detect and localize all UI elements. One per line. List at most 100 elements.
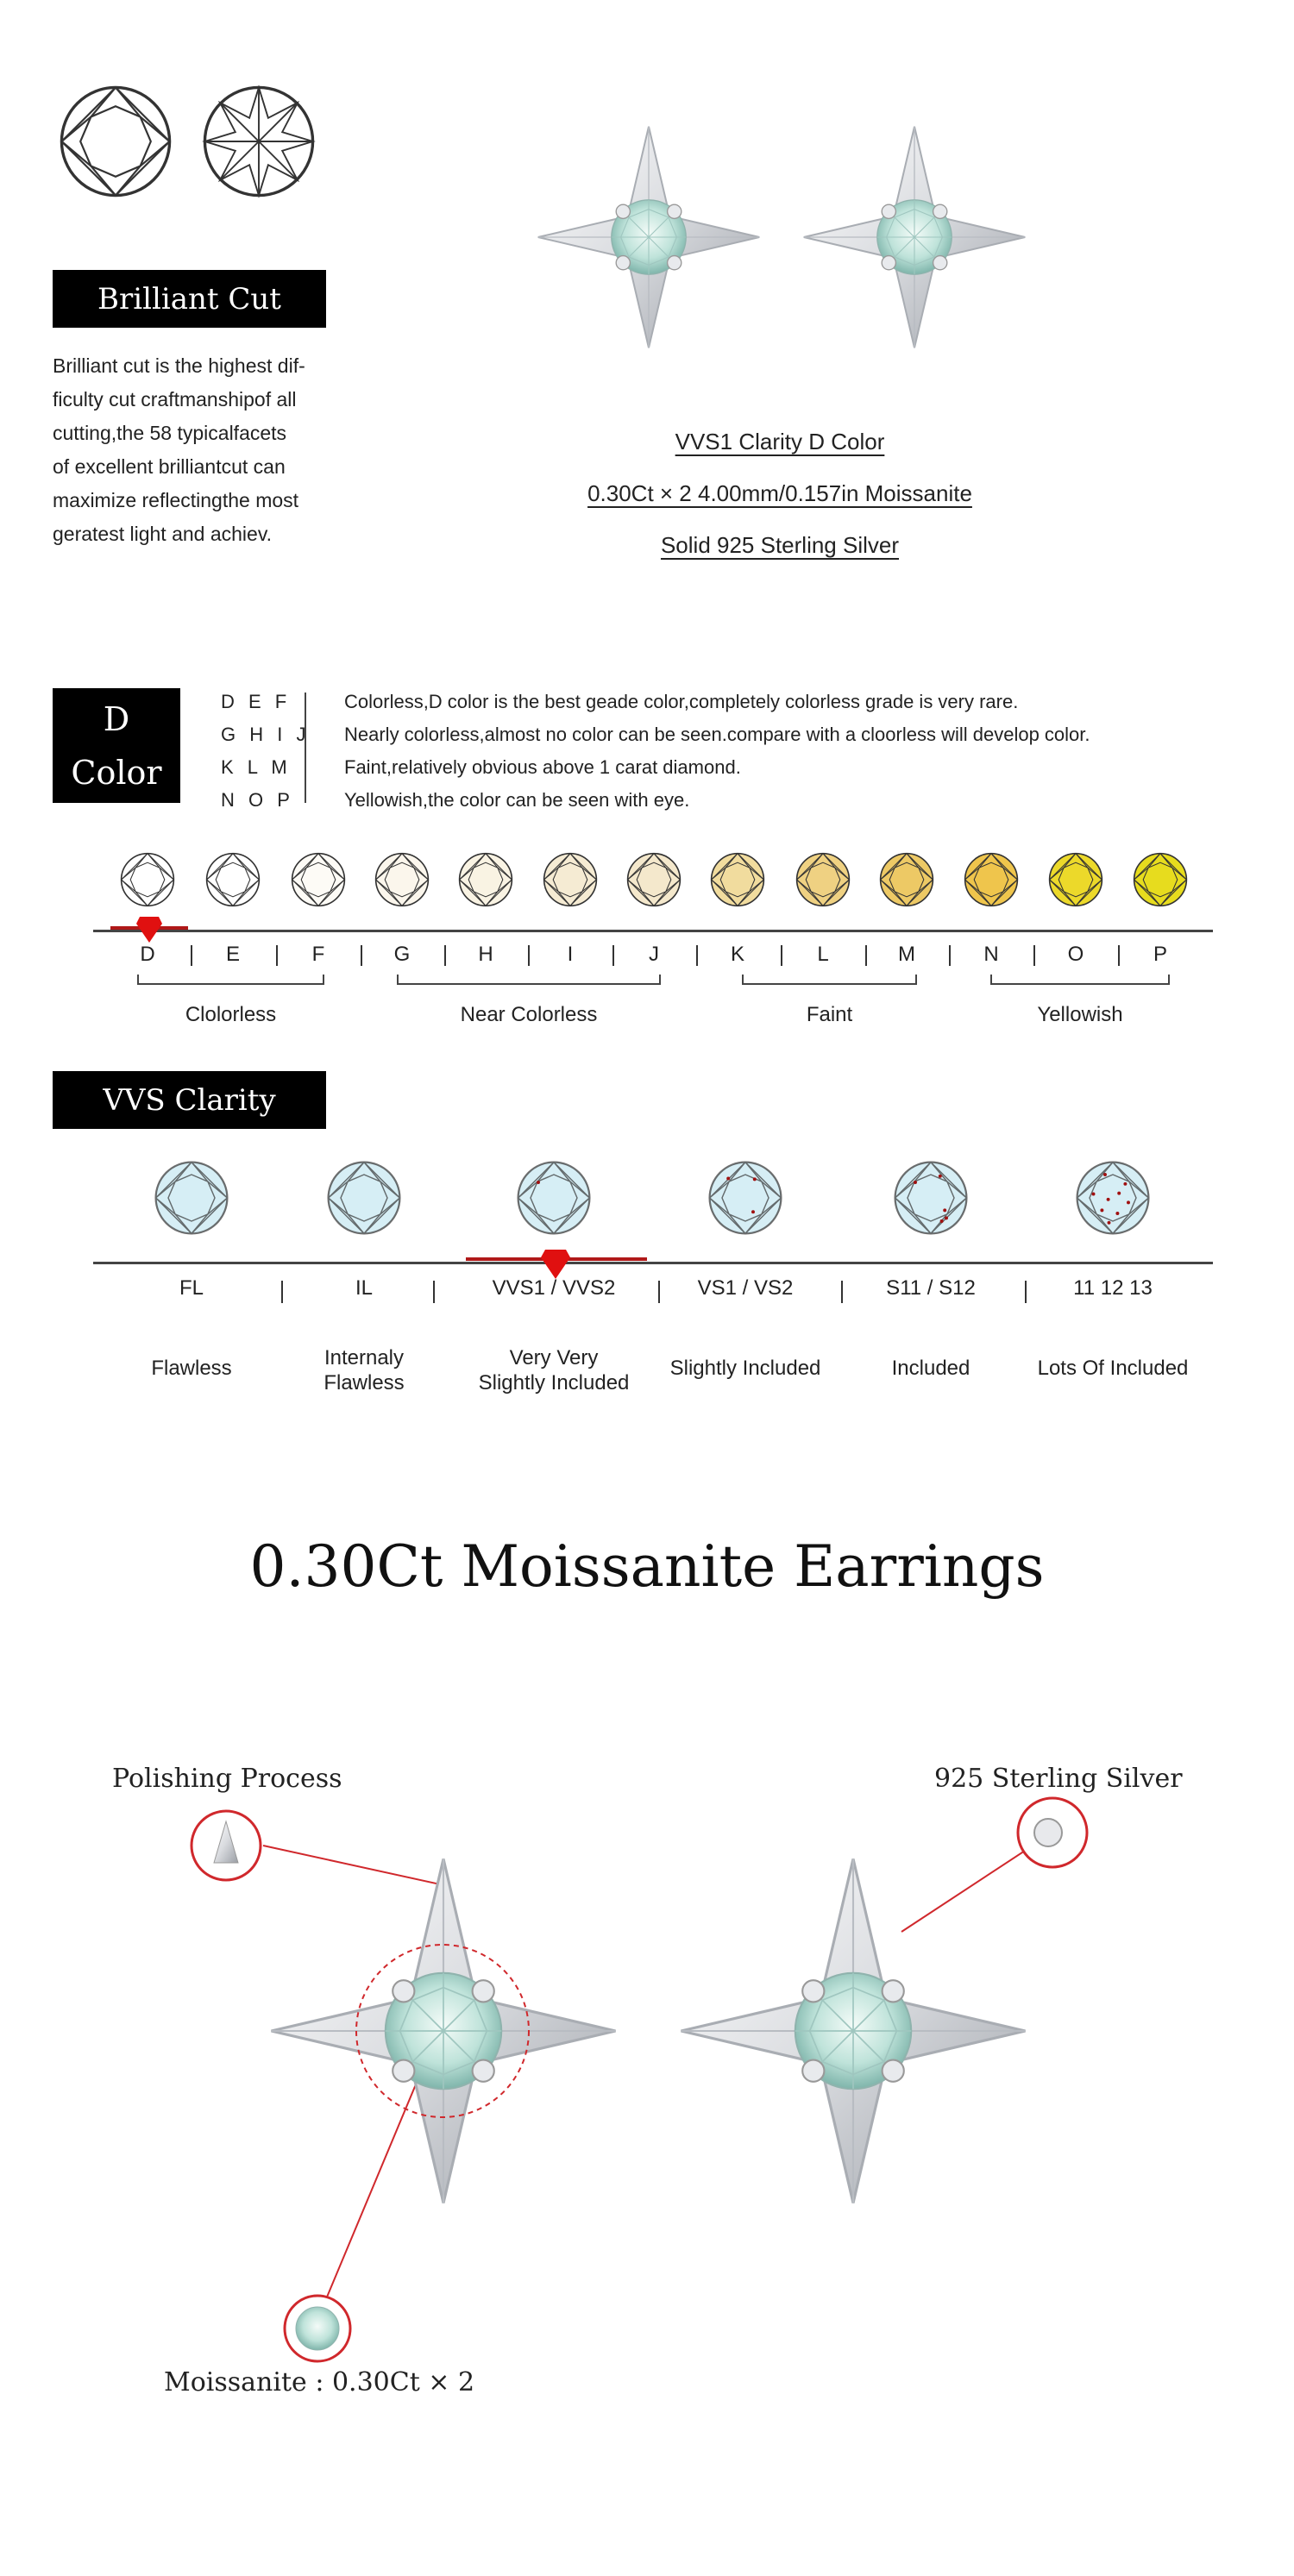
scale-letter: M [898, 943, 915, 966]
brilliant-cut-heading: Brilliant Cut [53, 270, 326, 328]
description-line: geratest light and achiev. [53, 523, 273, 545]
color-gem-N [963, 851, 1020, 908]
earring-image-right [798, 121, 1031, 354]
scale-letter: E [225, 943, 241, 966]
scale-letter: K [730, 943, 745, 966]
scale-separator [275, 945, 278, 966]
color-gem-H [457, 851, 514, 908]
color-gem-F [290, 851, 347, 908]
detail-diagram [190, 1796, 1089, 2363]
group-bracket [397, 975, 661, 985]
color-heading: D Color [53, 688, 180, 803]
scale-letter: F [311, 943, 325, 966]
color-gem-E [204, 851, 261, 908]
clarity-description: Slightly Included [670, 1356, 821, 1381]
clarity-description-line: Slightly Included [669, 1357, 821, 1380]
clarity-scale-line [93, 1262, 1213, 1264]
callout-moissanite: Moissanite : 0.30Ct × 2 [164, 2367, 475, 2397]
grade-text: Yellowish,the color can be seen with eye… [344, 789, 690, 811]
group-label: Near Colorless [460, 1003, 598, 1026]
clarity-label: FL [179, 1276, 204, 1300]
grade-row: N O P Yellowish,the color can be seen wit… [221, 784, 1256, 817]
group-label: Faint [806, 1003, 853, 1026]
grade-row: G H I J Nearly colorless,almost no color … [221, 718, 1256, 751]
earring-image-left [532, 121, 765, 354]
scale-letter: J [649, 943, 659, 966]
brilliant-cut-top-view-icon [57, 83, 174, 200]
clarity-heading: VVS Clarity [53, 1071, 326, 1129]
clarity-description: Included [892, 1356, 970, 1381]
color-gem-M [878, 851, 935, 908]
grade-text: Colorless,D color is the best geade colo… [344, 691, 1019, 712]
scale-letter: L [817, 943, 829, 966]
callout-silver: 925 Sterling Silver [934, 1764, 1183, 1794]
scale-separator [443, 945, 446, 966]
clarity-description-line: Lots Of Included [1037, 1357, 1189, 1380]
spec-clarity-color: VVS1 Clarity D Color [675, 429, 885, 454]
scale-separator [780, 945, 782, 966]
color-gem-P [1132, 851, 1189, 908]
scale-separator [528, 945, 530, 966]
scale-letter: O [1067, 943, 1084, 966]
description-line: ficulty cut craftmanshipof all [53, 388, 297, 411]
color-gem-G [374, 851, 430, 908]
group-label: Clolorless [185, 1003, 277, 1026]
grade-text: Nearly colorless,almost no color can be … [344, 724, 1090, 745]
scale-separator [864, 945, 867, 966]
scale-separator [949, 945, 951, 966]
color-gem-K [709, 851, 766, 908]
scale-letter: H [478, 943, 493, 966]
color-gem-D [119, 851, 176, 908]
scale-letter: I [567, 943, 574, 966]
selected-marker-icon [136, 917, 162, 943]
description-line: of excellent brilliantcut can [53, 455, 286, 478]
description-line: Brilliant cut is the highest dif- [53, 354, 305, 377]
group-bracket [990, 975, 1170, 985]
brilliant-cut-description: Brilliant cut is the highest dif-ficulty… [53, 349, 380, 551]
color-heading-label: Color [71, 753, 162, 792]
description-line: cutting,the 58 typicalfacets [53, 422, 287, 444]
scale-letter: N [983, 943, 999, 966]
scale-separator [1033, 945, 1035, 966]
description-line: maximize reflectingthe most [53, 489, 299, 511]
color-gem-J [625, 851, 682, 908]
product-title: 0.30Ct Moissanite Earrings [249, 1533, 1045, 1600]
clarity-label: 11 12 13 [1073, 1276, 1153, 1300]
callout-polishing: Polishing Process [112, 1764, 342, 1794]
scale-letter: D [140, 943, 155, 966]
color-heading-grade: D [103, 699, 130, 738]
clarity-description-line: Internaly [324, 1346, 405, 1369]
clarity-gem-3 [707, 1159, 784, 1237]
grade-letters: G H I J [221, 724, 311, 745]
scale-separator [695, 945, 698, 966]
clarity-description: Very Very Slightly Included [479, 1345, 630, 1395]
clarity-separator [658, 1281, 660, 1303]
scale-separator [1118, 945, 1120, 966]
grade-row: D E F Colorless,D color is the best geade… [221, 686, 1256, 718]
clarity-marker-icon [541, 1250, 570, 1279]
brilliant-cut-bottom-view-icon [200, 83, 317, 200]
color-gem-L [795, 851, 851, 908]
clarity-label: IL [355, 1276, 374, 1300]
clarity-description-line: Very Very [509, 1346, 599, 1369]
clarity-description-line: Flawless [151, 1357, 232, 1380]
grade-letters: D E F [221, 691, 292, 712]
clarity-separator [1025, 1281, 1027, 1303]
grade-letters: K L M [221, 756, 292, 778]
clarity-label: VS1 / VS2 [697, 1276, 794, 1300]
clarity-separator [281, 1281, 283, 1303]
group-label: Yellowish [1037, 1003, 1123, 1026]
clarity-gem-1 [325, 1159, 403, 1237]
grade-row: K L M Faint,relatively obvious above 1 ca… [221, 751, 1256, 784]
clarity-gem-5 [1074, 1159, 1152, 1237]
scale-separator [612, 945, 614, 966]
scale-separator [360, 945, 362, 966]
clarity-description: Lots Of Included [1038, 1356, 1189, 1381]
color-scale-line [93, 930, 1213, 932]
clarity-gem-2 [515, 1159, 593, 1237]
scale-letter: P [1153, 943, 1168, 966]
clarity-separator [841, 1281, 843, 1303]
scale-separator [190, 945, 192, 966]
scale-letter: G [393, 943, 411, 966]
clarity-label: S11 / S12 [886, 1276, 976, 1300]
